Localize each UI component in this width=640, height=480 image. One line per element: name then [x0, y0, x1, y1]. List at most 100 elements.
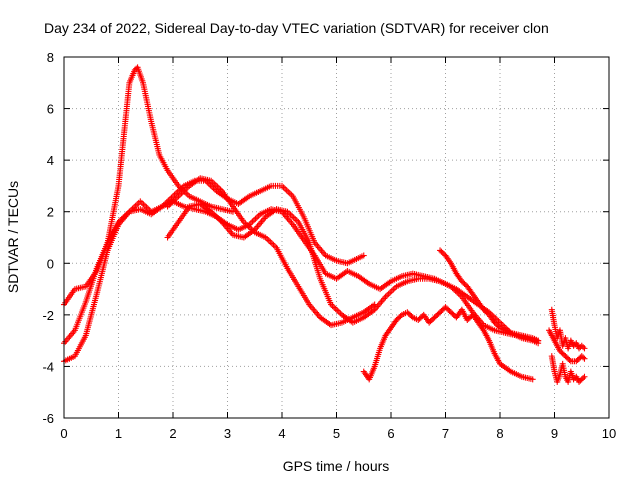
series-track-8: [548, 306, 588, 352]
y-tick-label: 0: [47, 256, 54, 271]
data-point: [446, 307, 453, 314]
data-point: [576, 345, 583, 352]
x-tick-label: 0: [60, 426, 67, 441]
data-point: [397, 313, 404, 320]
x-tick-label: 8: [496, 426, 503, 441]
data-point: [495, 323, 502, 330]
data-point: [563, 354, 570, 361]
data-point: [404, 309, 411, 316]
data-point: [437, 309, 444, 316]
data-point: [449, 310, 456, 317]
data-point: [407, 311, 414, 318]
y-tick-label: -6: [42, 411, 54, 426]
data-point: [578, 376, 585, 383]
series-track-5: [164, 175, 378, 329]
data-point: [426, 319, 433, 326]
series-track-10: [546, 327, 588, 365]
data-point: [576, 378, 583, 385]
data-point: [443, 305, 450, 312]
x-tick-label: 4: [278, 426, 285, 441]
data-point: [439, 249, 446, 256]
data-point: [576, 355, 583, 362]
y-axis-label: SDTVAR / TECUs: [5, 181, 21, 293]
data-point: [480, 306, 487, 313]
series-track-7: [437, 247, 542, 344]
data-point: [565, 355, 572, 362]
data-point: [581, 373, 588, 380]
data-point: [437, 247, 444, 254]
data-point: [432, 313, 439, 320]
chart-title: Day 234 of 2022, Sidereal Day-to-day VTE…: [44, 20, 549, 36]
data-point: [439, 306, 446, 313]
data-point: [434, 311, 441, 318]
data-point: [393, 317, 400, 324]
data-point: [464, 317, 471, 324]
data-point: [561, 351, 568, 358]
data-point: [438, 248, 445, 255]
data-point: [416, 315, 423, 322]
y-tick-label: 8: [47, 50, 54, 65]
data-point: [558, 349, 565, 356]
data-point: [573, 358, 580, 365]
data-point: [461, 280, 468, 287]
data-point: [578, 342, 585, 349]
data-point: [394, 315, 401, 322]
data-point: [131, 66, 138, 73]
data-point: [465, 315, 472, 322]
data-point: [460, 279, 467, 286]
data-point: [581, 345, 588, 352]
y-tick-label: 6: [47, 102, 54, 117]
data-point: [556, 347, 563, 354]
data-point: [442, 304, 449, 311]
data-point: [458, 278, 465, 285]
data-point: [580, 354, 587, 361]
data-point: [445, 306, 452, 313]
data-point: [492, 320, 499, 327]
x-tick-label: 9: [551, 426, 558, 441]
data-point: [483, 309, 490, 316]
x-tick-label: 10: [602, 426, 616, 441]
data-point: [562, 353, 569, 360]
data-point: [415, 317, 422, 324]
data-point: [581, 355, 588, 362]
data-point: [580, 375, 587, 382]
data-point: [447, 309, 454, 316]
data-point: [577, 377, 584, 384]
x-tick-label: 1: [115, 426, 122, 441]
x-tick-label: 5: [333, 426, 340, 441]
data-point: [535, 337, 542, 344]
data-point: [574, 356, 581, 363]
y-tick-label: -4: [42, 359, 54, 374]
y-tick-label: 2: [47, 205, 54, 220]
data-point: [430, 315, 437, 322]
y-tick-label: -2: [42, 308, 54, 323]
data-point: [438, 307, 445, 314]
data-point: [408, 313, 415, 320]
data-marks: [61, 64, 588, 385]
data-point: [566, 356, 573, 363]
data-point: [405, 310, 412, 317]
data-point: [578, 353, 585, 360]
plot-frame: [63, 56, 610, 419]
x-axis-label: GPS time / hours: [283, 458, 390, 474]
series-track-9: [548, 353, 588, 385]
data-point: [371, 301, 378, 308]
x-tick-label: 2: [169, 426, 176, 441]
data-point: [435, 310, 442, 317]
data-point: [570, 342, 577, 349]
data-point: [428, 317, 435, 324]
data-point: [482, 307, 489, 314]
data-point: [494, 322, 501, 329]
data-point: [427, 318, 434, 325]
series-track-6: [360, 304, 536, 383]
data-point: [559, 350, 566, 357]
x-tick-label: 6: [387, 426, 394, 441]
data-point: [570, 376, 577, 383]
data-point: [396, 314, 403, 321]
data-point: [360, 252, 367, 259]
y-tick-label: 4: [47, 153, 54, 168]
data-point: [580, 344, 587, 351]
x-tick-label: 3: [224, 426, 231, 441]
